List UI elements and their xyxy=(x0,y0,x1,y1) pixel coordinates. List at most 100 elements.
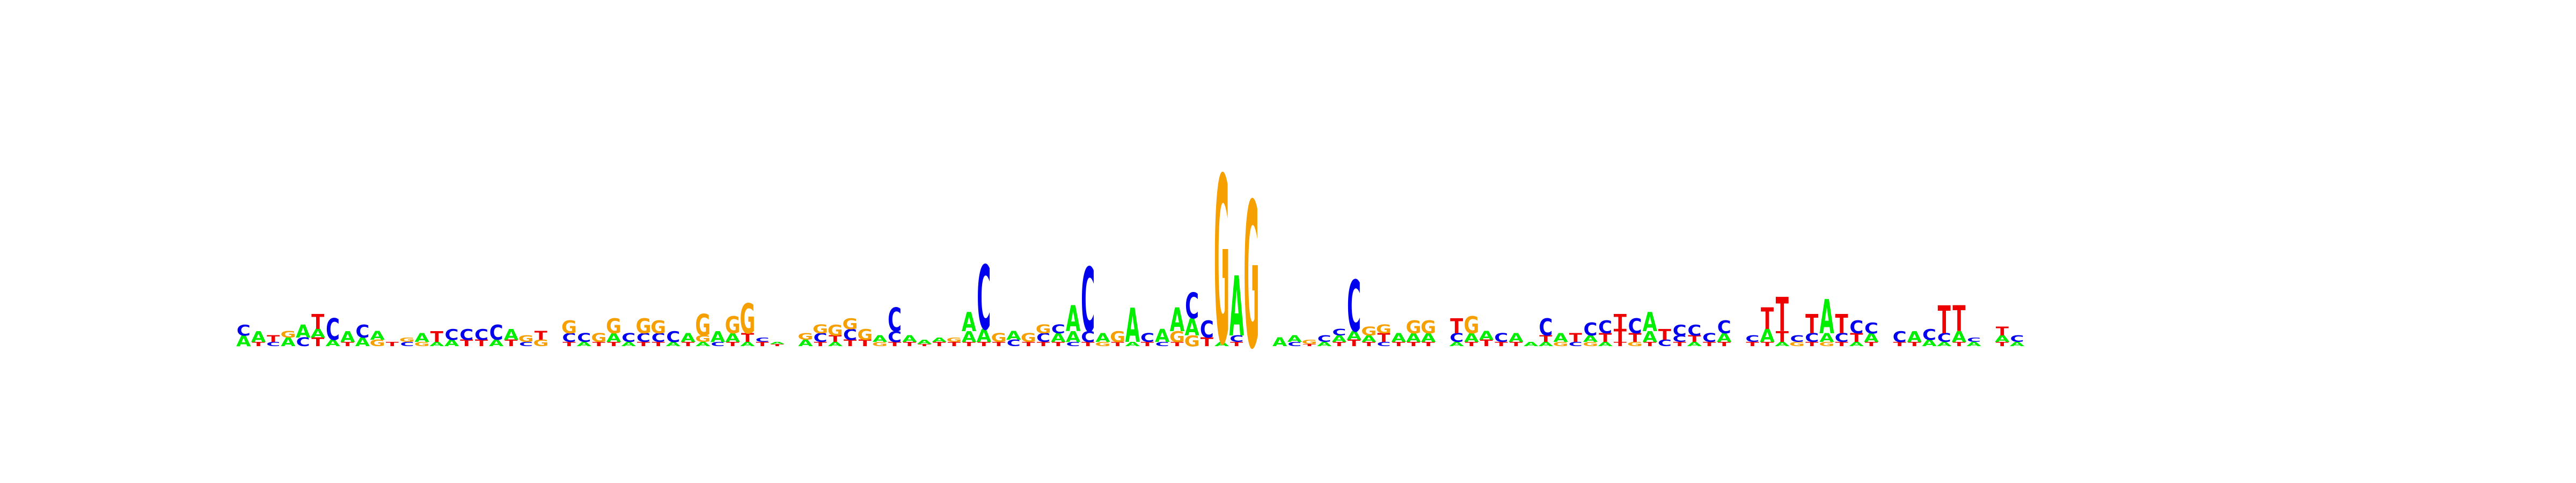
logo-letter-a-pos-55: A xyxy=(1066,299,1080,340)
logo-letter-g-pos-53: G xyxy=(1036,323,1051,336)
logo-letter-a-pos-92: A xyxy=(1643,329,1658,346)
logo-letter-t-pos-91: T xyxy=(1629,331,1642,345)
logo-letter-a-pos-34: A xyxy=(740,341,755,348)
logo-letter-g-pos-21: G xyxy=(533,338,548,349)
logo-letter-t-pos-76: T xyxy=(1392,341,1405,348)
logo-letter-a-pos-110: A xyxy=(1937,341,1952,348)
logo-letter-g-pos-22: G xyxy=(561,317,577,338)
logo-letter-t-pos-34: T xyxy=(741,331,754,345)
logo-letter-t-pos-87: T xyxy=(1569,331,1582,345)
logo-letter-t-pos-104: T xyxy=(1835,309,1849,340)
logo-letter-t-pos-33: T xyxy=(726,341,739,348)
logo-letter-c-pos-105: C xyxy=(1849,317,1863,338)
logo-letter-c-pos-112: C xyxy=(1967,336,1981,343)
logo-letter-t-pos-60: T xyxy=(1141,341,1154,348)
logo-letter-a-pos-19: A xyxy=(504,327,519,343)
logo-letter-g-pos-57: G xyxy=(1095,341,1110,348)
logo-letter-a-pos-23: A xyxy=(576,341,591,348)
logo-letter-c-pos-97: C xyxy=(1717,317,1731,338)
logo-letter-c-pos-40: C xyxy=(843,327,857,343)
logo-letter-t-pos-16: T xyxy=(460,338,473,349)
logo-letter-t-pos-92: T xyxy=(1643,341,1656,348)
logo-letter-t-pos-54: T xyxy=(1052,341,1065,348)
logo-letter-c-pos-32: C xyxy=(711,341,724,348)
logo-letter-t-pos-39: T xyxy=(829,334,841,345)
logo-letter-a-pos-89: A xyxy=(1598,341,1613,348)
logo-letter-g-pos-42: G xyxy=(872,341,888,348)
logo-letter-g-pos-62: G xyxy=(1169,329,1185,346)
logo-letter-t-pos-105: T xyxy=(1850,331,1863,345)
logo-letter-c-pos-93: C xyxy=(1658,338,1672,349)
logo-letter-t-pos-104: T xyxy=(1835,341,1848,348)
logo-letter-t-pos-82: T xyxy=(1495,341,1507,348)
logo-letter-g-pos-86: G xyxy=(1553,341,1569,348)
logo-letter-a-pos-84: A xyxy=(1524,341,1539,348)
logo-letter-a-pos-59: A xyxy=(1125,298,1140,353)
logo-letter-c-pos-88: C xyxy=(1583,319,1597,340)
logo-letter-a-pos-108: A xyxy=(1907,329,1922,346)
logo-letter-t-pos-48: T xyxy=(963,341,976,348)
logo-letter-c-pos-110: C xyxy=(1937,331,1951,345)
logo-letter-a-pos-18: A xyxy=(489,338,504,349)
logo-letter-c-pos-7: C xyxy=(326,312,340,347)
logo-letter-g-pos-28: G xyxy=(650,317,666,338)
logo-letter-c-pos-22: C xyxy=(562,331,576,345)
logo-letter-t-pos-99: T xyxy=(1761,341,1774,348)
logo-letter-c-pos-98: C xyxy=(1745,334,1759,345)
logo-letter-c-pos-64: C xyxy=(1200,316,1214,343)
logo-letter-t-pos-106: T xyxy=(1865,341,1878,348)
logo-letter-c-pos-43: C xyxy=(888,301,902,339)
logo-letter-t-pos-8: T xyxy=(341,341,354,348)
logo-letter-g-pos-25: G xyxy=(606,314,621,339)
logo-letter-c-pos-72: C xyxy=(1332,327,1346,338)
logo-letter-t-pos-6: T xyxy=(311,335,324,349)
logo-letter-a-pos-29: A xyxy=(666,341,681,348)
logo-letter-t-pos-43: T xyxy=(888,341,901,348)
logo-letter-t-pos-102: T xyxy=(1805,341,1818,348)
logo-letter-a-pos-44: A xyxy=(902,334,917,345)
logo-letter-a-pos-103: A xyxy=(1819,290,1834,345)
logo-letter-a-pos-1: A xyxy=(236,333,251,350)
logo-letter-g-pos-88: G xyxy=(1583,341,1598,348)
logo-letter-a-pos-14: A xyxy=(429,341,444,348)
logo-letter-t-pos-46: T xyxy=(933,341,946,348)
logo-letter-t-pos-53: T xyxy=(1037,341,1050,348)
logo-letter-g-pos-27: G xyxy=(635,314,651,339)
logo-letter-a-pos-30: A xyxy=(680,331,696,345)
logo-letter-t-pos-80: T xyxy=(1465,341,1478,348)
logo-letter-c-pos-27: C xyxy=(636,331,650,345)
logo-letter-t-pos-38: T xyxy=(814,341,827,348)
logo-letter-t-pos-44: T xyxy=(903,341,916,348)
logo-letter-c-pos-71: C xyxy=(1318,334,1331,345)
logo-letter-a-pos-33: A xyxy=(725,331,740,345)
logo-letter-g-pos-103: G xyxy=(1819,341,1834,348)
logo-letter-g-pos-91: G xyxy=(1627,341,1643,348)
logo-letter-g-pos-58: G xyxy=(1110,329,1125,346)
logo-letter-c-pos-114: C xyxy=(2010,334,2024,345)
logo-letter-g-pos-38: G xyxy=(813,323,828,336)
logo-letter-t-pos-94: T xyxy=(1673,341,1686,348)
logo-letter-c-pos-53: C xyxy=(1036,331,1050,345)
logo-letter-t-pos-98: T xyxy=(1746,341,1759,348)
logo-letter-a-pos-25: A xyxy=(606,331,621,345)
logo-letter-t-pos-74: T xyxy=(1363,341,1375,348)
logo-letter-g-pos-80: G xyxy=(1463,312,1479,339)
logo-letter-c-pos-51: C xyxy=(1007,338,1021,349)
logo-letter-t-pos-95: T xyxy=(1688,334,1701,345)
logo-letter-t-pos-40: T xyxy=(844,338,857,349)
logo-letter-a-pos-109: A xyxy=(1922,338,1937,349)
logo-letter-a-pos-69: A xyxy=(1287,334,1302,345)
logo-letter-t-pos-100: T xyxy=(1776,288,1789,342)
logo-letter-t-pos-49: T xyxy=(977,341,990,348)
logo-letter-t-pos-19: T xyxy=(504,338,517,349)
logo-letter-a-pos-55: A xyxy=(1066,329,1081,346)
logo-letter-a-pos-36: A xyxy=(770,341,785,345)
logo-letter-c-pos-18: C xyxy=(489,321,503,345)
logo-letter-g-pos-34: G xyxy=(740,296,755,344)
logo-letter-a-pos-103: A xyxy=(1819,331,1834,345)
logo-letter-c-pos-60: C xyxy=(1140,331,1154,345)
logo-letter-t-pos-73: T xyxy=(1348,338,1360,349)
logo-letter-a-pos-5: A xyxy=(296,321,311,342)
